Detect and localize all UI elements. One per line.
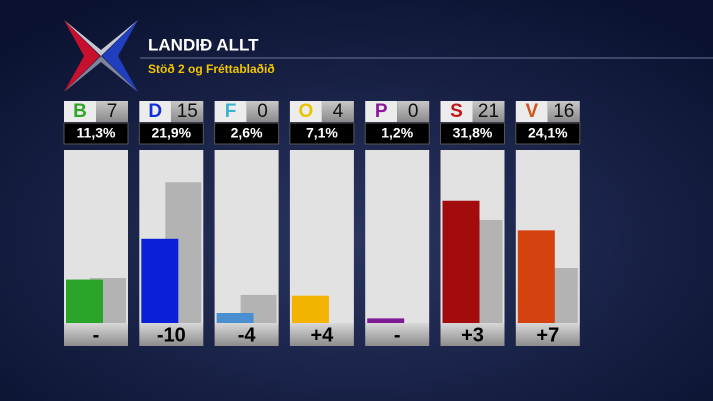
bar (141, 238, 179, 323)
change-box (289, 323, 354, 346)
change-box (64, 323, 128, 346)
bar (291, 295, 329, 323)
panel (214, 150, 279, 323)
value-label: 2,6% (231, 125, 263, 141)
bar (66, 279, 103, 323)
letter-box (440, 101, 473, 122)
percent-box (440, 122, 505, 145)
seat-change: +7 (536, 324, 559, 346)
seat-box (171, 101, 204, 122)
seat-count: 16 (553, 101, 574, 122)
panel (365, 150, 430, 323)
chart-subtitle: Stöð 2 og Fréttablaðið (148, 62, 275, 76)
chart-title: LANDIÐ ALLT (148, 35, 259, 54)
letter-box (289, 101, 322, 122)
party-letter: B (73, 101, 87, 122)
seat-change: -4 (238, 324, 257, 346)
change-box (515, 323, 580, 346)
change-box (365, 323, 430, 346)
letter-box (214, 101, 247, 122)
percent-box (214, 122, 280, 145)
value-label: 24,1% (528, 125, 568, 141)
seat-change: - (394, 324, 401, 346)
seat-count: 0 (408, 101, 419, 122)
logo (64, 20, 138, 92)
seat-box (547, 101, 580, 122)
percent-box (364, 122, 430, 145)
party-letter: D (148, 101, 162, 122)
seat-count: 7 (107, 101, 118, 122)
seat-box (246, 101, 279, 122)
party-letter: O (299, 101, 314, 122)
percent-box (138, 122, 204, 145)
value-label: 11,3% (77, 125, 116, 141)
change-box (139, 323, 204, 346)
party-letter: S (450, 101, 463, 122)
party-letter: V (525, 101, 538, 122)
seat-box (321, 101, 354, 122)
percent-box (515, 122, 581, 145)
letter-box (515, 101, 548, 122)
change-box (440, 323, 505, 346)
party-letter: P (375, 101, 388, 122)
seat-change: +3 (461, 324, 484, 346)
bar (517, 230, 555, 323)
percent-box (289, 122, 355, 145)
percent-box (63, 122, 129, 145)
change-box (214, 323, 279, 346)
seat-box (96, 101, 128, 122)
value-label: 31,8% (453, 125, 493, 141)
party-letter: F (225, 101, 237, 122)
bar (442, 200, 480, 323)
letter-box (64, 101, 96, 122)
seat-box (397, 101, 430, 122)
value-label: 7,1% (306, 125, 338, 141)
seat-count: 0 (257, 101, 268, 122)
value-label: 21,9% (151, 125, 191, 141)
letter-box (365, 101, 398, 122)
seat-box (472, 101, 505, 122)
seat-count: 4 (333, 101, 344, 122)
seat-change: - (93, 324, 100, 346)
panel (289, 150, 354, 323)
bar (216, 313, 254, 323)
value-label: 1,2% (381, 125, 413, 141)
seat-change: -10 (157, 324, 186, 346)
seat-change: +4 (310, 324, 334, 346)
letter-box (139, 101, 172, 122)
seat-count: 15 (177, 101, 198, 122)
seat-count: 21 (478, 101, 499, 122)
bar (367, 318, 405, 323)
